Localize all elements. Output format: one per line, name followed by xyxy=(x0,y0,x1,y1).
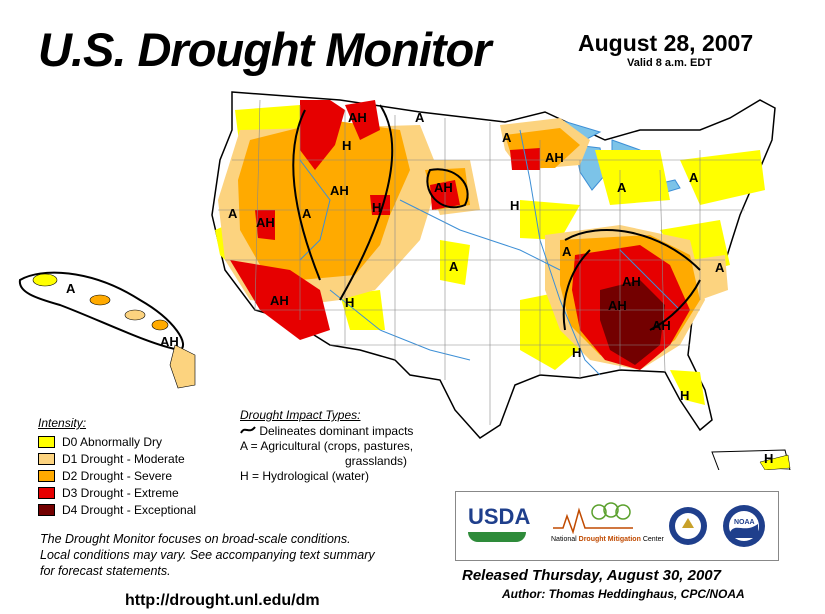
page-title: U.S. Drought Monitor xyxy=(38,23,492,76)
svg-text:AH: AH xyxy=(160,334,179,349)
svg-text:AH: AH xyxy=(330,183,349,198)
legend-item-d2: D2 Drought - Severe xyxy=(38,467,196,484)
usda-logo-swoosh xyxy=(468,532,526,542)
svg-text:AH: AH xyxy=(348,110,367,125)
hydro-impact: H = Hydrological (water) xyxy=(240,469,370,483)
impact-types-legend: Drought Impact Types: Delineates dominan… xyxy=(240,408,450,484)
boundary-line-icon xyxy=(240,426,256,434)
svg-text:H: H xyxy=(510,198,519,213)
swatch-d4 xyxy=(38,503,55,516)
impact-boundaries xyxy=(292,104,701,331)
svg-text:A: A xyxy=(302,206,312,221)
author-credit: Author: Thomas Heddinghaus, CPC/NOAA xyxy=(502,587,745,601)
disclaimer-note: The Drought Monitor focuses on broad-sca… xyxy=(40,532,375,578)
svg-text:A: A xyxy=(562,244,572,259)
intensity-legend: Intensity: D0 Abnormally Dry D1 Drought … xyxy=(38,416,196,518)
legend-item-d1: D1 Drought - Moderate xyxy=(38,450,196,467)
svg-text:A: A xyxy=(689,170,699,185)
svg-text:H: H xyxy=(680,388,689,403)
ndmc-logo: National Drought Mitigation Center xyxy=(551,536,664,543)
svg-text:AH: AH xyxy=(270,293,289,308)
legend-item-d4: D4 Drought - Exceptional xyxy=(38,501,196,518)
valid-time: Valid 8 a.m. EDT xyxy=(627,57,712,69)
swatch-d0 xyxy=(38,435,55,448)
svg-text:H: H xyxy=(342,138,351,153)
state-borders xyxy=(218,99,760,425)
svg-text:AH: AH xyxy=(256,215,275,230)
svg-text:H: H xyxy=(345,295,354,310)
map-date: August 28, 2007 xyxy=(578,30,754,56)
svg-text:A: A xyxy=(66,281,76,296)
delineates-row: Delineates dominant impacts xyxy=(240,424,450,439)
impact-types-heading: Drought Impact Types: xyxy=(240,408,361,422)
svg-text:AH: AH xyxy=(608,298,627,313)
noaa-logo-icon: NOAA xyxy=(723,505,765,547)
commerce-seal-icon xyxy=(669,507,707,545)
svg-text:H: H xyxy=(372,200,381,215)
svg-text:A: A xyxy=(715,260,725,275)
drought-d4-areas xyxy=(600,280,665,365)
svg-text:AH: AH xyxy=(622,274,641,289)
swatch-d1 xyxy=(38,452,55,465)
svg-text:H: H xyxy=(572,345,581,360)
partner-logos: USDA National Drought Mitigation Center … xyxy=(455,491,779,561)
usda-logo: USDA xyxy=(468,504,531,529)
ndmc-tree-icon xyxy=(553,502,633,534)
svg-text:NOAA: NOAA xyxy=(734,519,755,526)
ag-impact-line2: grasslands) xyxy=(345,454,408,468)
legend-item-d3: D3 Drought - Extreme xyxy=(38,484,196,501)
drought-map: AH A H AH AH H A AH A AH H A AH A A H A … xyxy=(18,91,791,470)
hawaii-inset: A AH xyxy=(18,271,196,389)
website-url[interactable]: http://drought.unl.edu/dm xyxy=(125,592,320,609)
svg-text:A: A xyxy=(502,130,512,145)
svg-text:A: A xyxy=(415,110,425,125)
svg-text:AH: AH xyxy=(545,150,564,165)
svg-text:AH: AH xyxy=(652,318,671,333)
svg-text:H: H xyxy=(764,451,773,466)
ag-impact-line1: A = Agricultural (crops, pastures, xyxy=(240,439,414,453)
svg-text:A: A xyxy=(449,259,459,274)
release-date: Released Thursday, August 30, 2007 xyxy=(462,567,721,584)
svg-text:A: A xyxy=(617,180,627,195)
svg-text:A: A xyxy=(228,206,238,221)
impact-region-labels: AH A H AH AH H A AH A AH H A AH A A H A … xyxy=(228,110,725,403)
swatch-d2 xyxy=(38,469,55,482)
swatch-d3 xyxy=(38,486,55,499)
legend-item-d0: D0 Abnormally Dry xyxy=(38,433,196,450)
puerto-rico-inset: H xyxy=(711,449,791,470)
intensity-heading: Intensity: xyxy=(38,416,87,430)
svg-text:AH: AH xyxy=(434,180,453,195)
